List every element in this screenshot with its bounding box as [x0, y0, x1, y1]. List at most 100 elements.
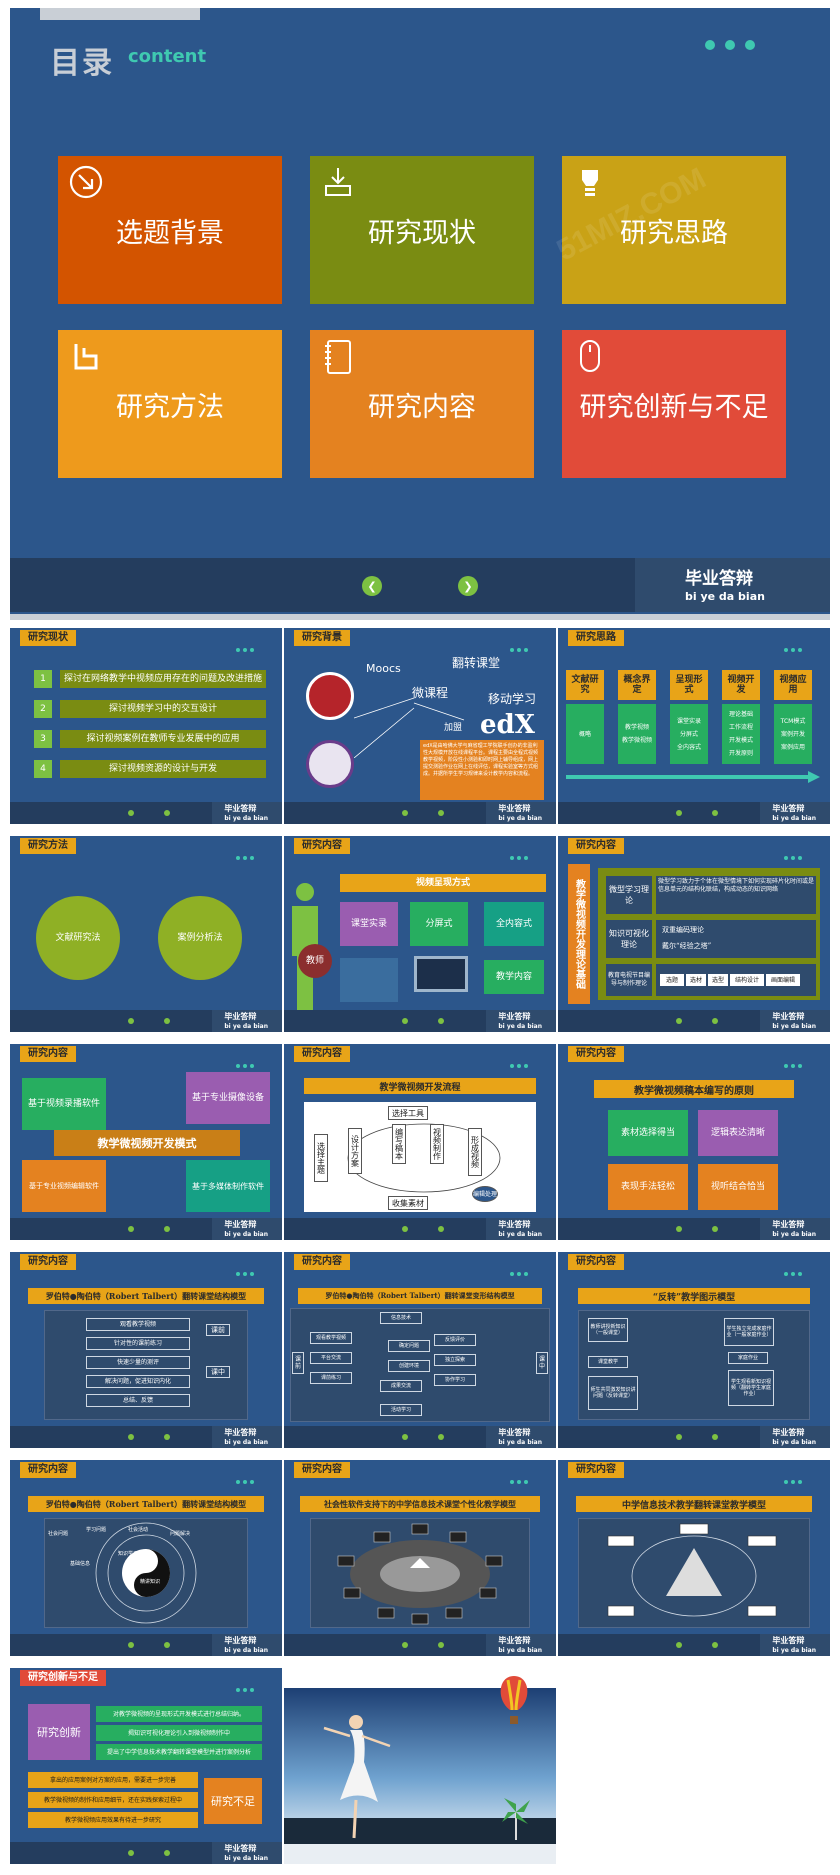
thumb-script-principles[interactable]: 研究内容 教学微视频稿本编写的原则 素材选择得当 逻辑表达清晰 表现手法轻松 视… — [558, 1044, 830, 1240]
edx-description: edX是由哈佛大学与麻省理工学院联手创办的非盈利性大规模开放在线课程平台。课程主… — [420, 740, 544, 800]
toc-tile-background[interactable]: 选题背景 — [58, 156, 282, 304]
thumb-tag: 研究内容 — [294, 1046, 350, 1062]
triangle-cycle-icon — [607, 1523, 777, 1617]
thumb-tag: 研究现状 — [20, 630, 76, 646]
thumb-talbert-variant[interactable]: 研究内容 罗伯特●陶伯特（Robert Talbert）翻转课堂变形结构模型 信… — [284, 1252, 556, 1448]
thumb-research-method[interactable]: 研究方法 文献研究法 案例分析法 毕业答辩 bi ye da bian — [10, 836, 282, 1032]
menu-dot-icon[interactable] — [745, 40, 755, 50]
footer-pinyin: bi ye da bian — [772, 1231, 816, 1238]
thumb-tag: 研究思路 — [568, 630, 624, 646]
innovation-item: 揭知识可视化理论引入到微视频制作中 — [96, 1725, 262, 1741]
principle-box: 视听结合恰当 — [698, 1164, 778, 1210]
thumb-dev-process[interactable]: 研究内容 教学微视频开发流程 选择主题 设计方案 编写稿本 视频制作 形成视频 选择工具收… — [284, 1044, 556, 1240]
thumb-research-status[interactable]: 研究现状 1 探讨在网络教学中视频应用存在的问题及改进措施 2 探讨视频学习中的… — [10, 628, 282, 824]
thumb-theory-basis[interactable]: 研究内容 教学微视频开发理论基础 微型学习理论 微型学习致力于个体在微型情境下如… — [558, 836, 830, 1032]
toc-tile-label: 研究创新与不足 — [579, 391, 769, 423]
thumb-ending-image[interactable] — [284, 1668, 556, 1864]
ring-label: 社会活动 — [128, 1527, 149, 1533]
footer-pinyin: bi ye da bian — [224, 815, 268, 822]
approach-column-body: TCM模式 案例开发 案例应用 — [774, 704, 812, 764]
thumb-dev-modes[interactable]: 研究内容 教学微视频开发模式 基于视频录播软件 基于专业摄像设备 基于专业视频编… — [10, 1044, 282, 1240]
thumb-footer: 毕业答辩 bi ye da bian — [10, 1842, 282, 1864]
university-seal-icon — [306, 740, 354, 788]
menu-dots-icon — [784, 1261, 808, 1276]
approach-item: 教学微视频 — [621, 737, 652, 744]
footer-pinyin: bi ye da bian — [772, 1647, 816, 1654]
toc-tile-method[interactable]: 研究方法 — [58, 330, 282, 478]
thumb-talbert-model[interactable]: 研究内容 罗伯特●陶伯特（Robert Talbert）翻转课堂结构模型 观看教… — [10, 1252, 282, 1448]
thumb-tag: 研究内容 — [294, 1462, 350, 1478]
flip-node: 学生独立完成家庭作业（一般家庭作业） — [724, 1318, 774, 1346]
theory-chip: 结构设计 — [730, 974, 764, 986]
approach-column-body: 教学视频 教学微视频 — [618, 704, 656, 764]
item-number: 3 — [34, 730, 52, 748]
thumb-tag: 研究创新与不足 — [20, 1670, 106, 1686]
pinwheel-icon — [502, 1798, 530, 1840]
diagram-title: 教学微视频开发流程 — [304, 1078, 536, 1094]
phase-label: 课前 — [292, 1352, 304, 1374]
phase-label: 课中 — [206, 1366, 230, 1378]
thumb-video-presentation[interactable]: 研究内容 教师 视频呈现方式 课堂实录 分屏式 全内容式 教学内容 毕业答辩 bi… — [284, 836, 556, 1032]
dev-mode-box: 基于视频录播软件 — [22, 1078, 106, 1130]
flow-node: 选择工具 — [388, 1106, 428, 1120]
approach-item: 开发原则 — [728, 750, 753, 757]
theory-list: 双重编码理论 戴尔“经验之塔” — [656, 920, 816, 958]
toc-tile-content[interactable]: 研究内容 — [310, 330, 534, 478]
thumb-innovation-shortcomings[interactable]: 研究创新与不足 研究创新 对教学微视频的呈现形式开发模式进行总结归纳。 揭知识可… — [10, 1668, 282, 1864]
menu-dots-icon — [236, 1469, 260, 1484]
thumb-it-flipped-model[interactable]: 研究内容 中学信息技术教学翻转课堂教学模型 毕业答辩 bi ye da bian — [558, 1460, 830, 1656]
approach-item: 工作流程 — [728, 724, 753, 731]
mode-box: 课堂实录 — [340, 902, 398, 946]
keyword: 翻转课堂 — [452, 656, 501, 670]
dev-mode-box: 基于多媒体制作软件 — [186, 1160, 270, 1212]
mode-box: 全内容式 — [484, 902, 544, 946]
dev-mode-center: 教学微视频开发模式 — [54, 1130, 240, 1156]
menu-dot-icon[interactable] — [705, 40, 715, 50]
notebook-icon — [325, 340, 351, 374]
connector-lines — [354, 697, 465, 758]
footer-title: 毕业答辩 — [498, 804, 531, 813]
theory-heading: 教育电视节目编导与制作理论 — [606, 964, 652, 996]
thumb-research-approach[interactable]: 研究思路 文献研究 概略 概念界定 教学视频 教学微视频 呈现形式 课堂实录 分屏式 全内容式视… — [558, 628, 830, 824]
keyword: 移动学习 — [488, 692, 537, 706]
thumb-tag: 研究内容 — [20, 1254, 76, 1270]
thumb-research-background[interactable]: 研究背景 Moocs 翻转课堂 微课程 移动学习 加盟 edX edX是由哈佛大… — [284, 628, 556, 824]
approach-column-header: 视频开发 — [722, 670, 760, 700]
thumb-social-software-model[interactable]: 研究内容 社会性软件支持下的中学信息技术课堂个性化教学模型 毕业答辩 bi ye … — [284, 1460, 556, 1656]
footer-brand: 毕业答辩 bi ye da bian — [635, 558, 830, 612]
model-row: 观看教学视频 — [86, 1318, 190, 1331]
footer-pinyin: bi ye da bian — [498, 815, 542, 822]
menu-dot-icon[interactable] — [725, 40, 735, 50]
edx-logo: edX — [480, 710, 535, 740]
thumb-tag: 研究内容 — [568, 1046, 624, 1062]
principle-box: 素材选择得当 — [608, 1110, 688, 1156]
next-slide-button[interactable]: ❯ — [458, 576, 478, 596]
footer-pinyin: bi ye da bian — [498, 1647, 542, 1654]
flip-node: 家庭作业 — [728, 1352, 768, 1364]
thumb-taiji-model[interactable]: 研究内容 罗伯特●陶伯特（Robert Talbert）翻转课堂结构模型 社会问… — [10, 1460, 282, 1656]
toc-tile-status[interactable]: 研究现状 — [310, 156, 534, 304]
footer-pinyin: bi ye da bian — [498, 1439, 542, 1446]
dev-mode-box: 基于专业视频编辑软件 — [22, 1160, 106, 1212]
diagram-title: 教学微视频稿本编写的原则 — [594, 1080, 794, 1098]
prev-slide-button[interactable]: ❮ — [362, 576, 382, 596]
theory-chip: 选材 — [686, 974, 706, 986]
approach-column-header: 呈现形式 — [670, 670, 708, 700]
thumb-flip-diagram[interactable]: 研究内容 “反转”教学图示模型 教师讲授新知识（一般课堂） 课堂教学 学生独立完成家… — [558, 1252, 830, 1448]
menu-dots-icon — [236, 1261, 260, 1276]
thumb-tag: 研究内容 — [20, 1046, 76, 1062]
innovation-item: 对教学微视频的呈现形式开发模式进行总结归纳。 — [96, 1706, 262, 1722]
footer-pinyin: bi ye da bian — [772, 1023, 816, 1030]
diagram-canvas — [44, 1310, 248, 1420]
toc-tile-innovation[interactable]: 研究创新与不足 — [562, 330, 786, 478]
status-item: 探讨视频案例在教师专业发展中的应用 — [60, 730, 266, 748]
flow-node: 视频制作 — [430, 1124, 444, 1164]
classroom-illustration — [340, 958, 398, 1002]
method-circle: 案例分析法 — [158, 896, 242, 980]
approach-column-header: 视频应用 — [774, 670, 812, 700]
toc-tile-approach[interactable]: 研究思路 — [562, 156, 786, 304]
variant-node: 协作学习 — [434, 1374, 476, 1386]
approach-column-header: 概念界定 — [618, 670, 656, 700]
footer-pinyin: bi ye da bian — [224, 1855, 268, 1862]
footer-title: 毕业答辩 — [498, 1428, 531, 1437]
